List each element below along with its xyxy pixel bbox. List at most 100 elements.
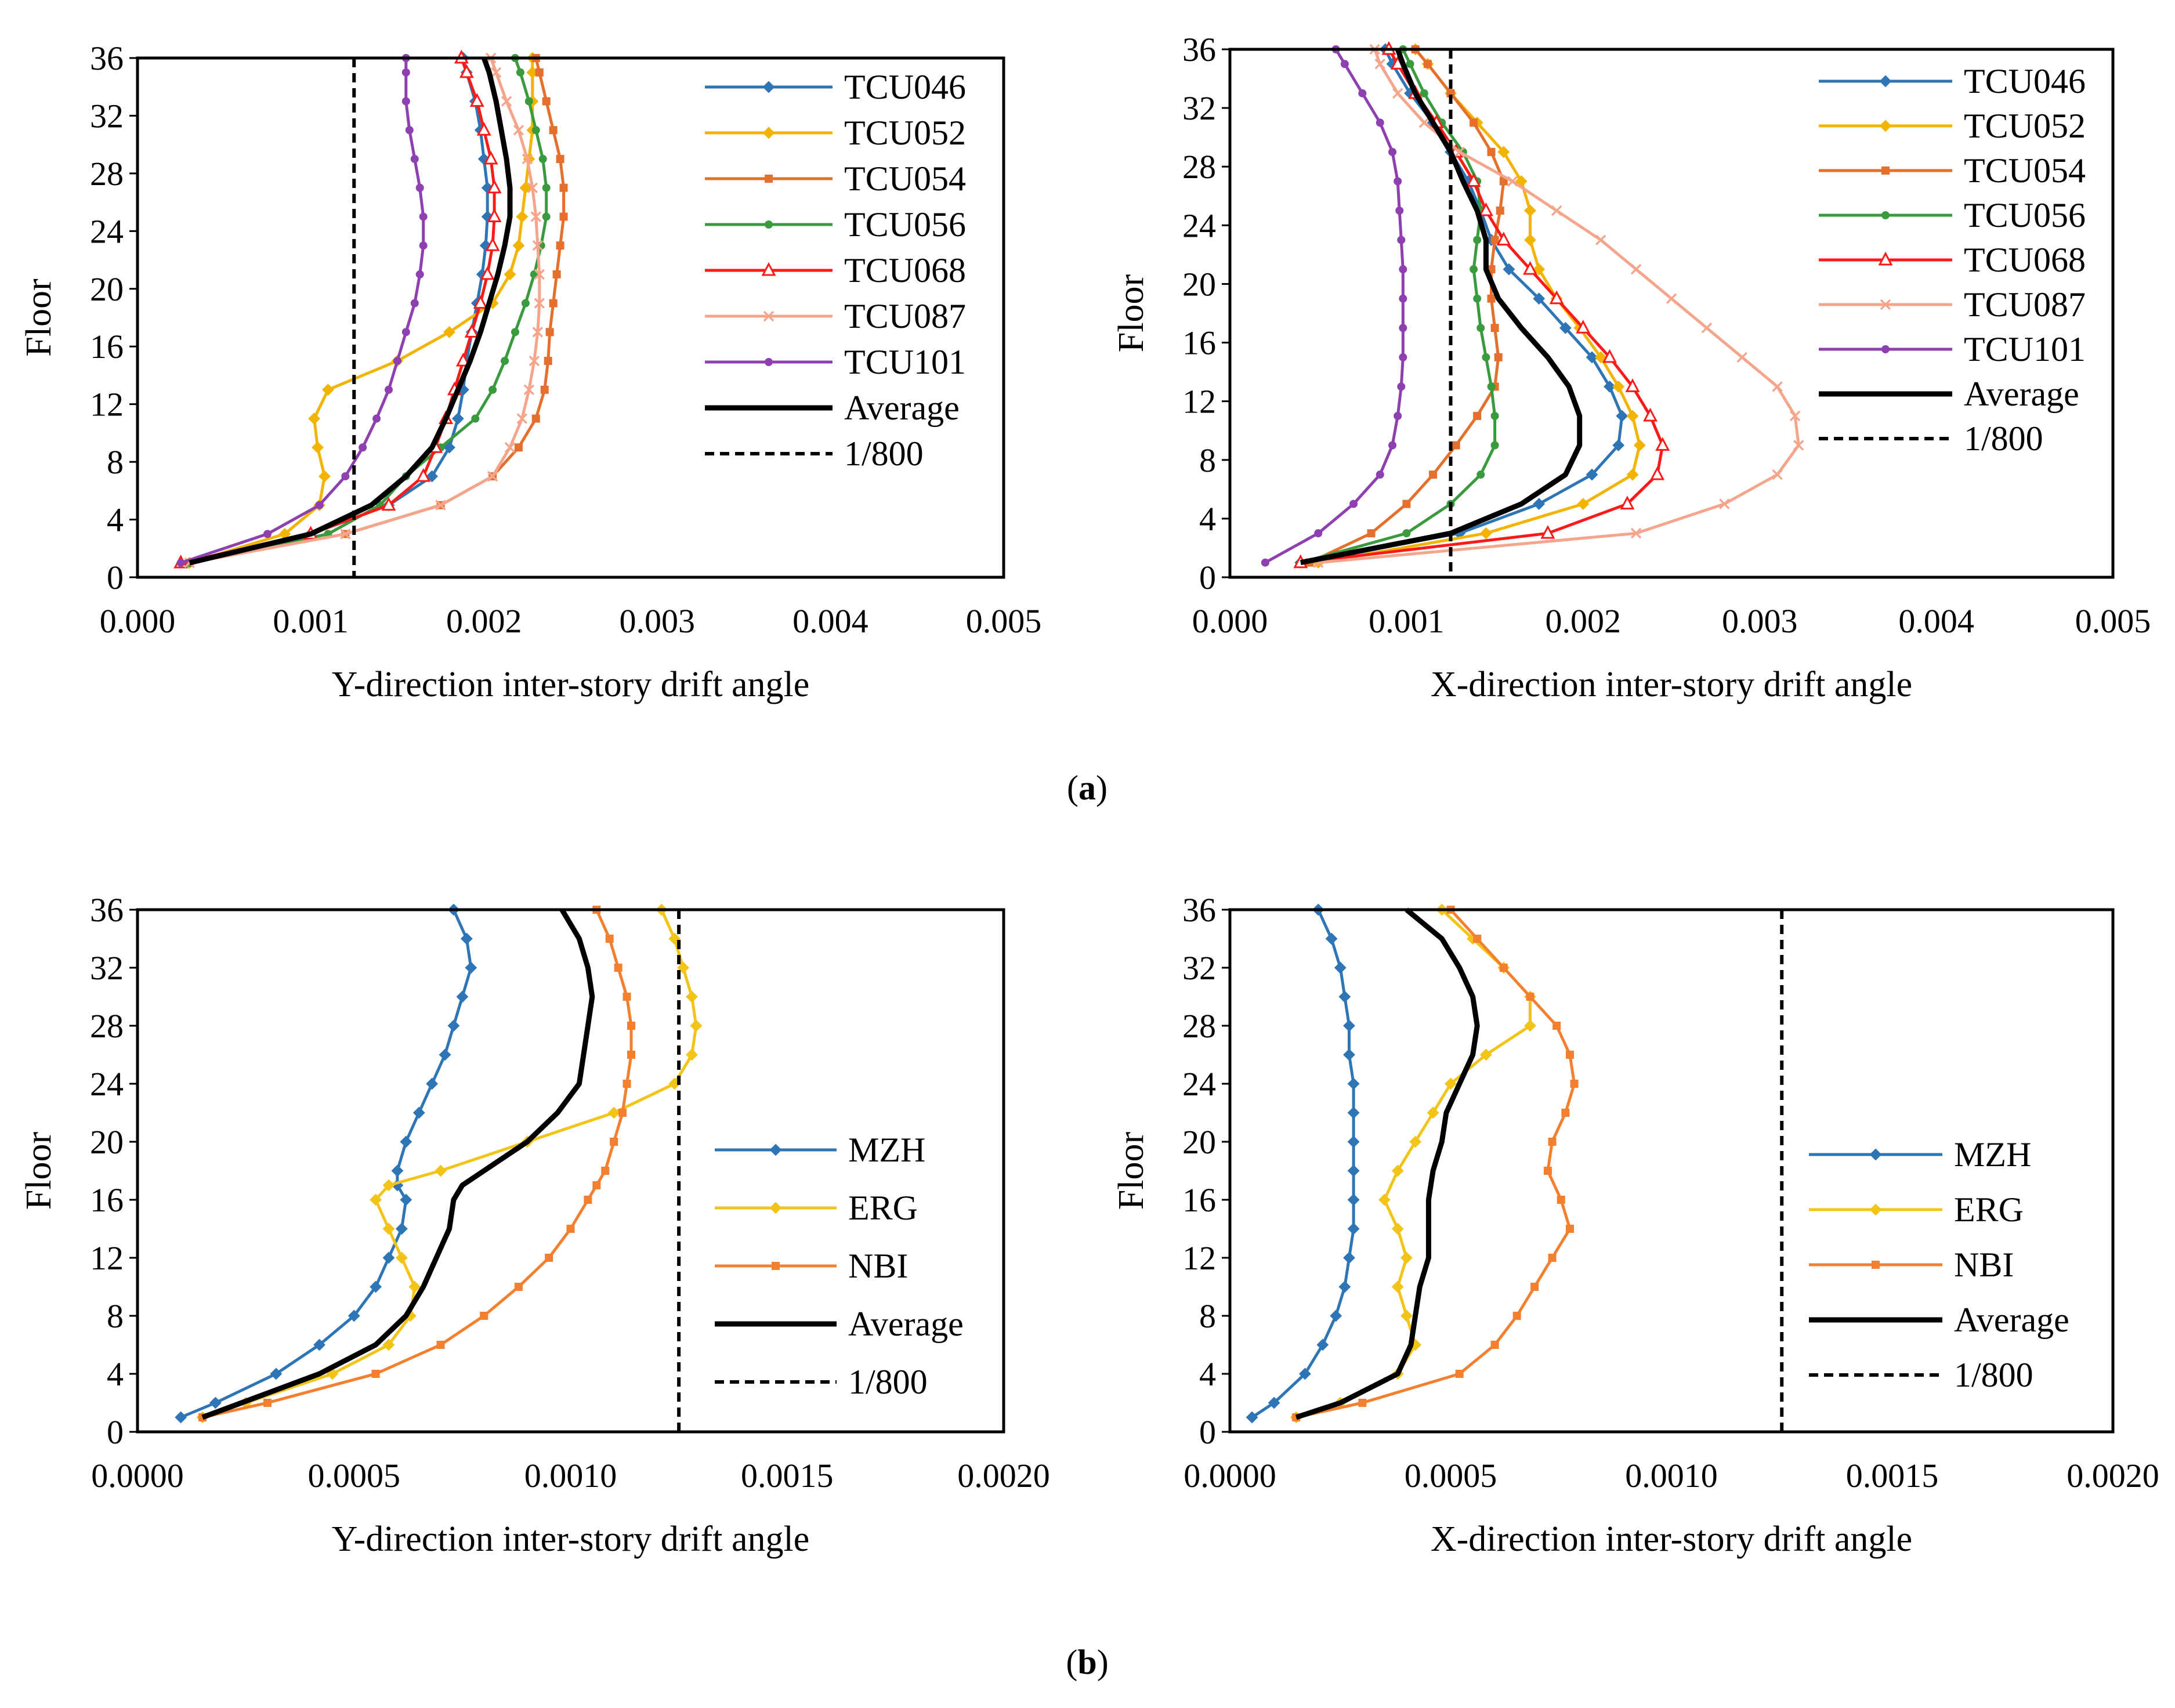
marker-TCU068 [1620,495,1635,510]
marker-MZH [382,1251,395,1264]
marker-TCU101 [410,155,419,164]
marker-ERG [1427,1106,1439,1119]
marker-TCU056 [1490,411,1499,420]
marker-TCU068 [1466,173,1481,187]
marker-TCU046 [1586,468,1598,481]
marker-TCU068 [1655,437,1670,451]
marker-TCU052 [1524,204,1536,217]
y-tick-label: 32 [1182,89,1216,127]
marker-TCU068 [1576,320,1591,334]
x-tick-label: 0.004 [792,602,868,640]
x-tick-label: 0.0000 [91,1457,184,1494]
y-tick-label: 28 [1182,1007,1216,1045]
legend-label-1/800: 1/800 [1964,419,2043,458]
marker-MZH [1298,1367,1311,1380]
y-tick-label: 0 [107,1413,124,1451]
y-axis-title: Floor [1112,274,1151,352]
marker-MZH [395,1222,408,1235]
y-tick-label: 36 [90,39,124,77]
marker-NBI [1499,964,1508,972]
y-tick-label: 24 [90,212,124,250]
legend-label-TCU056: TCU056 [1964,196,2086,234]
marker-ERG [382,1222,395,1235]
marker-TCU052 [512,239,525,252]
legend-marker-MZH [1869,1148,1882,1161]
marker-TCU046 [451,412,464,425]
marker-TCU087 [1772,381,1783,392]
legend-marker-TCU056 [1881,211,1890,219]
marker-TCU052 [1626,410,1639,422]
marker-TCU101 [384,385,393,394]
marker-ERG [1400,1309,1413,1322]
legend-label-TCU101: TCU101 [844,343,966,381]
marker-TCU052 [1479,527,1492,540]
plot-frame [1228,48,2115,579]
marker-TCU046 [1533,498,1546,511]
x-tick-label: 0.001 [273,602,349,640]
marker-TCU054 [1487,294,1496,303]
marker-ERG [435,1164,447,1177]
legend-marker-TCU087 [763,310,775,322]
legend-label-Average: Average [848,1305,964,1343]
caption-b: (b) [1066,1643,1108,1681]
y-tick-label: 12 [1182,1239,1216,1277]
marker-TCU068 [480,266,495,280]
marker-MZH [1316,1338,1329,1351]
legend-label-1/800: 1/800 [844,435,924,473]
marker-MZH [1338,990,1351,1003]
y-tick-label: 8 [107,443,124,481]
marker-TCU068 [1549,290,1564,305]
series-line-Average [189,57,513,566]
series-group [1246,903,1579,1424]
marker-TCU101 [263,530,272,538]
marker-TCU101 [401,328,410,336]
x-axis-title: X-direction inter-story drift angle [1431,1519,1912,1559]
y-tick-label: 32 [1182,949,1216,987]
marker-TCU054 [1496,207,1504,215]
marker-TCU054 [549,299,558,307]
legend-label-TCU087: TCU087 [1964,285,2086,324]
marker-NBI [627,1051,636,1059]
marker-NBI [1570,1080,1579,1088]
legend: TCU046 TCU052 TCU054 TCU056 TCU068 TCU087 TCU1… [1819,62,2086,458]
marker-TCU056 [516,68,524,77]
marker-TCU101 [415,270,424,278]
marker-MZH [209,1396,222,1409]
marker-NBI [480,1312,488,1320]
marker-NBI [1557,1196,1565,1204]
marker-TCU087 [1666,293,1677,304]
marker-TCU101 [372,414,381,423]
marker-TCU046 [1612,439,1625,451]
marker-TCU052 [1633,439,1646,451]
marker-MZH [1246,1411,1258,1424]
marker-TCU052 [1497,146,1510,158]
marker-TCU087 [504,442,516,453]
marker-TCU087 [516,413,528,424]
marker-TCU054 [535,68,544,77]
marker-TCU101 [359,443,367,452]
y-tick-label: 0 [1199,1413,1216,1451]
legend-label-MZH: MZH [1954,1135,2031,1174]
marker-TCU056 [521,299,530,307]
x-tick-label: 0.0005 [308,1457,401,1494]
y-tick-label: 28 [90,1007,124,1045]
legend-marker-TCU087 [1880,299,1891,310]
y-tick-label: 36 [1182,31,1216,68]
marker-MZH [1347,1193,1360,1206]
marker-MZH [400,1135,412,1148]
legend-label-TCU046: TCU046 [1964,62,2086,100]
marker-ERG [1479,1048,1492,1061]
marker-NBI [263,1399,272,1407]
marker-ERG [690,1019,703,1032]
marker-TCU054 [556,241,564,250]
marker-MZH [348,1309,360,1322]
marker-TCU068 [1602,349,1617,363]
marker-NBI [605,935,614,943]
legend-label-Average: Average [844,389,960,427]
marker-MZH [1343,1251,1355,1264]
marker-TCU054 [531,414,540,423]
marker-TCU087 [522,153,533,165]
marker-NBI [566,1225,575,1233]
legend: MZH ERG NBI Average 1/800 [715,1131,964,1401]
x-tick-label: 0.0020 [957,1457,1050,1494]
